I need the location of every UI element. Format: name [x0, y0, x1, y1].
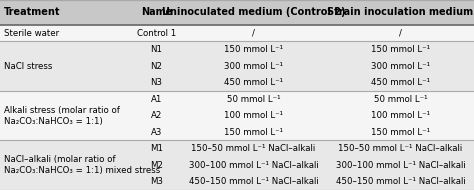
Text: 50 mmol L⁻¹: 50 mmol L⁻¹: [374, 95, 428, 104]
Text: M1: M1: [150, 144, 163, 153]
Bar: [0, 0, 474, 25]
Bar: [0, 25, 474, 41]
Text: 450 mmol L⁻¹: 450 mmol L⁻¹: [224, 78, 283, 87]
Text: Uninoculated medium (Control 2): Uninoculated medium (Control 2): [162, 7, 346, 17]
Text: 100 mmol L⁻¹: 100 mmol L⁻¹: [224, 111, 283, 120]
Text: Strain inoculation medium: Strain inoculation medium: [328, 7, 474, 17]
Text: Sterile water: Sterile water: [4, 28, 59, 38]
Text: 150 mmol L⁻¹: 150 mmol L⁻¹: [371, 45, 430, 54]
Text: N1: N1: [150, 45, 163, 54]
Text: 150 mmol L⁻¹: 150 mmol L⁻¹: [224, 128, 283, 137]
Text: /: /: [252, 28, 255, 38]
Text: /: /: [399, 28, 402, 38]
Text: M2: M2: [150, 161, 163, 170]
Text: M3: M3: [150, 177, 163, 186]
Text: 100 mmol L⁻¹: 100 mmol L⁻¹: [371, 111, 430, 120]
Bar: [0, 140, 474, 190]
Bar: [0, 41, 474, 91]
Text: 450–150 mmol L⁻¹ NaCl–alkali: 450–150 mmol L⁻¹ NaCl–alkali: [336, 177, 465, 186]
Text: 150–50 mmol L⁻¹ NaCl–alkali: 150–50 mmol L⁻¹ NaCl–alkali: [338, 144, 463, 153]
Text: NaCl stress: NaCl stress: [4, 62, 52, 71]
Text: 300–100 mmol L⁻¹ NaCl–alkali: 300–100 mmol L⁻¹ NaCl–alkali: [189, 161, 319, 170]
Text: N3: N3: [150, 78, 163, 87]
Text: A1: A1: [151, 95, 162, 104]
Text: A2: A2: [151, 111, 162, 120]
Text: 300 mmol L⁻¹: 300 mmol L⁻¹: [371, 62, 430, 71]
Text: 450 mmol L⁻¹: 450 mmol L⁻¹: [371, 78, 430, 87]
Text: 300 mmol L⁻¹: 300 mmol L⁻¹: [224, 62, 283, 71]
Text: 150–50 mmol L⁻¹ NaCl–alkali: 150–50 mmol L⁻¹ NaCl–alkali: [191, 144, 316, 153]
Text: Name: Name: [141, 7, 172, 17]
Text: Treatment: Treatment: [4, 7, 60, 17]
Bar: [0, 91, 474, 140]
Text: Alkali stress (molar ratio of
Na₂CO₃:NaHCO₃ = 1:1): Alkali stress (molar ratio of Na₂CO₃:NaH…: [4, 106, 119, 126]
Text: NaCl–alkali (molar ratio of
Na₂CO₃:NaHCO₃ = 1:1) mixed stress: NaCl–alkali (molar ratio of Na₂CO₃:NaHCO…: [4, 155, 160, 175]
Text: A3: A3: [151, 128, 162, 137]
Text: 450–150 mmol L⁻¹ NaCl–alkali: 450–150 mmol L⁻¹ NaCl–alkali: [189, 177, 319, 186]
Text: 50 mmol L⁻¹: 50 mmol L⁻¹: [227, 95, 281, 104]
Text: 150 mmol L⁻¹: 150 mmol L⁻¹: [371, 128, 430, 137]
Text: Control 1: Control 1: [137, 28, 176, 38]
Text: 300–100 mmol L⁻¹ NaCl–alkali: 300–100 mmol L⁻¹ NaCl–alkali: [336, 161, 465, 170]
Text: 150 mmol L⁻¹: 150 mmol L⁻¹: [224, 45, 283, 54]
Text: N2: N2: [150, 62, 163, 71]
